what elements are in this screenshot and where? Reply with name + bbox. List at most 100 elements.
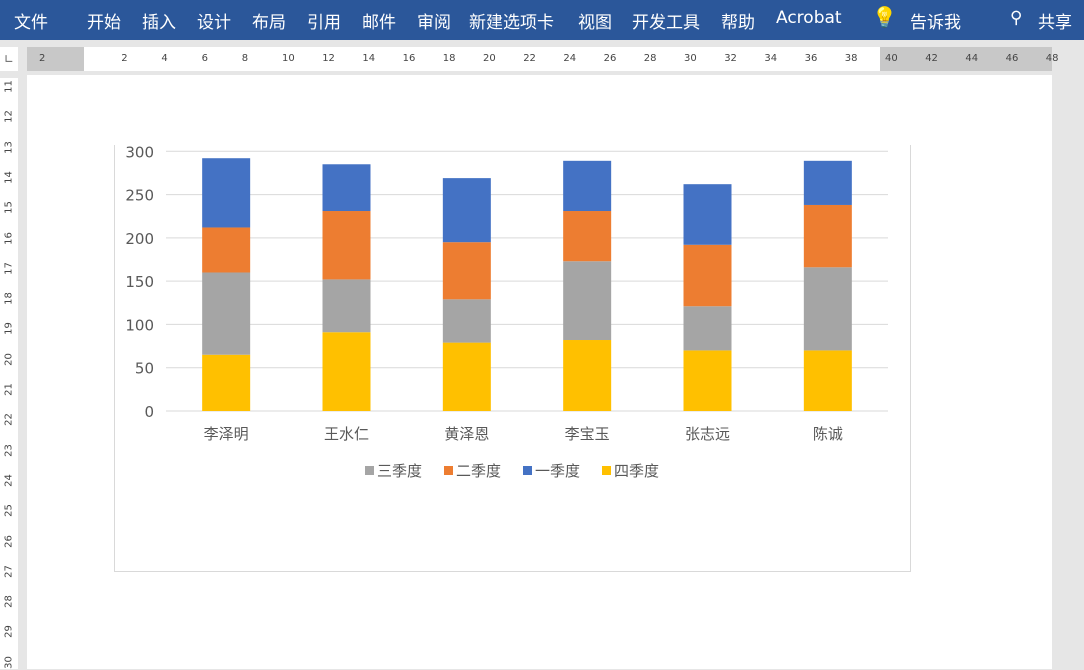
bar-一季度-李泽明[interactable] (202, 158, 251, 228)
bar-二季度-陈诚[interactable] (803, 204, 852, 268)
bar-二季度-黄泽恩[interactable] (442, 242, 491, 300)
bar-四季度-黄泽恩[interactable] (442, 342, 491, 411)
ruler-number: 15 (3, 201, 15, 215)
y-tick-label: 200 (125, 230, 154, 248)
y-tick-label: 0 (144, 403, 154, 421)
ruler-number: 44 (965, 53, 979, 64)
tab-9[interactable]: 视图 (578, 13, 612, 33)
ruler-number: 27 (3, 564, 15, 578)
vertical-ruler[interactable]: 11 12 13 14 15 16 17 18 19 20 21 22 23 24 25 26 27 28 29 30 (0, 78, 18, 669)
share-button[interactable]: 共享 (1038, 13, 1072, 33)
x-tick-label: 李泽明 (204, 425, 249, 443)
x-tick-label: 王水仁 (324, 425, 369, 443)
ruler-number: 46 (1005, 53, 1019, 64)
bar-一季度-黄泽恩[interactable] (442, 178, 491, 243)
ruler-number: 13 (3, 140, 15, 154)
ruler-number: 16 (402, 53, 416, 64)
tell-me-button[interactable]: 告诉我 (910, 13, 961, 33)
bar-四季度-李泽明[interactable] (202, 354, 251, 411)
ruler-number: 32 (724, 53, 737, 64)
ruler-number: 14 (362, 53, 376, 64)
bar-三季度-张志远[interactable] (683, 306, 732, 351)
lightbulb-icon: 💡 (872, 5, 897, 29)
tab-11[interactable]: 帮助 (721, 13, 755, 33)
bar-二季度-王水仁[interactable] (322, 211, 371, 280)
bar-一季度-李宝玉[interactable] (563, 160, 612, 212)
ruler-number: 26 (603, 53, 617, 64)
y-tick-label: 100 (125, 316, 154, 334)
tab-10[interactable]: 开发工具 (632, 13, 700, 33)
ruler-number: 38 (844, 53, 858, 64)
ruler-number: 20 (3, 352, 15, 366)
ruler-number: 23 (3, 443, 15, 457)
ruler-number: 12 (322, 53, 335, 64)
ruler-number: 17 (3, 261, 15, 275)
chart[interactable]: 050100150200250300350李泽明王水仁黄泽恩李宝玉张志远陈诚三季… (114, 100, 911, 572)
bar-二季度-张志远[interactable] (683, 244, 732, 307)
ruler-number: 10 (282, 53, 295, 64)
tab-0[interactable]: 文件 (14, 13, 48, 33)
ruler-number: 42 (925, 53, 938, 64)
bar-一季度-张志远[interactable] (683, 184, 732, 245)
legend-swatch (602, 466, 611, 475)
tab-6[interactable]: 邮件 (362, 13, 396, 33)
legend-label: 四季度 (614, 462, 659, 480)
bar-四季度-李宝玉[interactable] (563, 340, 612, 411)
ruler-text-area (84, 47, 880, 71)
horizontal-ruler[interactable]: 2 2 4 6 8 10 12 14 16 18 20 22 24 26 28 30 32 34 36 38 40 42 4… (27, 47, 1059, 71)
tab-12[interactable]: Acrobat (776, 8, 842, 28)
ruler-number: 4 (161, 53, 168, 64)
ruler-number: 14 (3, 171, 15, 184)
bar-三季度-李泽明[interactable] (202, 272, 251, 355)
ruler-number: 24 (3, 474, 15, 487)
ruler-number: 12 (3, 110, 15, 124)
tab-2[interactable]: 插入 (142, 13, 176, 33)
bar-四季度-张志远[interactable] (683, 350, 732, 411)
legend-swatch (444, 466, 453, 475)
ruler-number: 34 (764, 53, 778, 64)
bar-三季度-黄泽恩[interactable] (442, 299, 491, 343)
bar-四季度-陈诚[interactable] (803, 350, 852, 411)
bar-一季度-王水仁[interactable] (322, 164, 371, 212)
x-tick-label: 张志远 (685, 425, 730, 443)
x-tick-label: 陈诚 (813, 425, 843, 443)
bar-四季度-王水仁[interactable] (322, 332, 371, 411)
legend-label: 三季度 (377, 462, 422, 480)
x-tick-label: 李宝玉 (565, 425, 610, 443)
ruler-number: 18 (3, 292, 15, 305)
tab-3[interactable]: 设计 (197, 13, 231, 33)
ruler-number: 21 (3, 383, 15, 396)
bar-三季度-陈诚[interactable] (803, 267, 852, 351)
bar-三季度-王水仁[interactable] (322, 279, 371, 333)
bar-三季度-李宝玉[interactable] (563, 261, 612, 341)
ruler-number: 11 (3, 80, 15, 93)
y-tick-label: 50 (135, 360, 154, 378)
document-page[interactable]: 050100150200250300350李泽明王水仁黄泽恩李宝玉张志远陈诚三季… (27, 75, 1052, 669)
legend-swatch (523, 466, 532, 475)
ruler-number: 25 (3, 504, 15, 518)
tab-1[interactable]: 开始 (87, 13, 121, 33)
ruler-number: 36 (804, 53, 818, 64)
tab-7[interactable]: 审阅 (417, 13, 451, 33)
ribbon: 文件 开始 插入 设计 布局 引用 邮件 审阅 新建选项卡 视图 开发工具 帮助 Acrobat 💡 告诉我… (0, 0, 1084, 40)
ruler-number: 30 (3, 655, 15, 669)
ruler-number: 22 (523, 53, 536, 64)
bar-一季度-陈诚[interactable] (803, 160, 852, 205)
ruler-number: 19 (3, 322, 15, 336)
ruler-number: 2 (39, 53, 46, 64)
ruler-number: 8 (241, 53, 249, 64)
tab-4[interactable]: 布局 (252, 13, 286, 33)
bar-二季度-李宝玉[interactable] (563, 211, 612, 262)
bar-二季度-李泽明[interactable] (202, 227, 251, 273)
ruler-number: 28 (643, 53, 657, 64)
tab-5[interactable]: 引用 (307, 13, 341, 33)
tab-8[interactable]: 新建选项卡 (469, 13, 554, 33)
y-tick-label: 150 (125, 273, 154, 291)
ruler-number: 26 (3, 534, 15, 548)
ruler-number: 20 (483, 53, 496, 64)
legend-label: 二季度 (456, 462, 501, 480)
ruler-number: 40 (885, 53, 898, 64)
tab-stop-selector[interactable]: ∟ (0, 47, 18, 71)
ruler-number: 2 (121, 53, 128, 64)
ruler-number: 22 (3, 413, 15, 427)
